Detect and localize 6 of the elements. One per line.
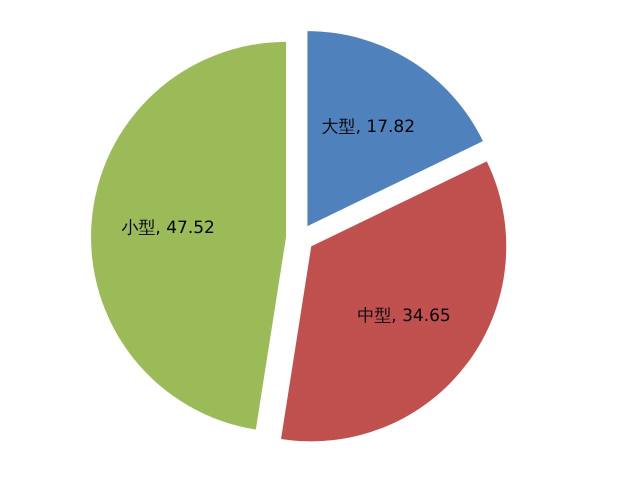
data-label: , 34.65 xyxy=(391,306,451,326)
slice-label: 小型 xyxy=(121,218,156,238)
data-label: , 47.52 xyxy=(155,218,215,238)
slice-label: 大型 xyxy=(322,117,356,137)
slice-label: 中型 xyxy=(357,306,392,326)
data-label: , 17.82 xyxy=(356,117,416,137)
